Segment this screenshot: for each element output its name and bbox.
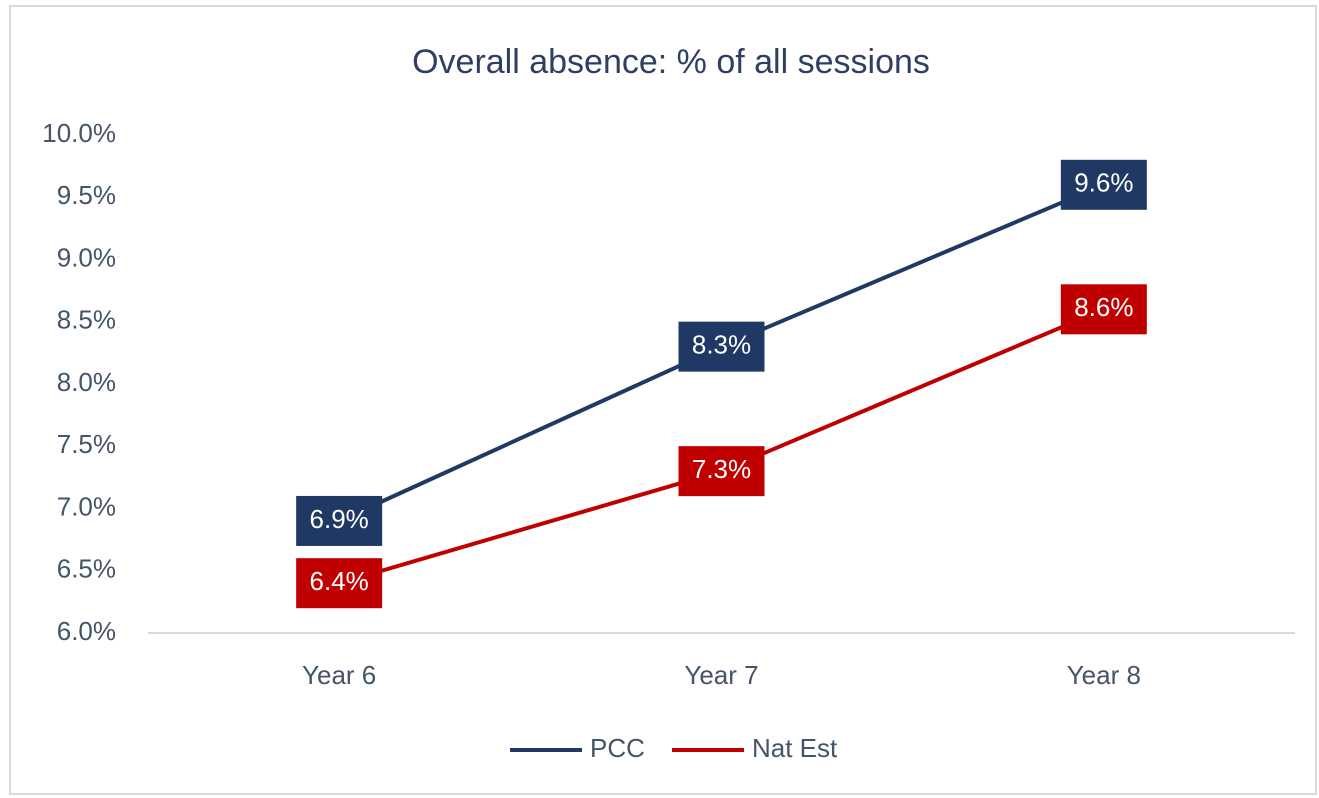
x-tick-label: Year 8 [1067,660,1141,690]
chart-title: Overall absence: % of all sessions [412,43,930,81]
data-label-box [296,558,383,609]
y-tick-label: 10.0% [42,118,116,148]
y-tick-label: 7.0% [57,491,116,521]
y-tick-label: 8.0% [57,367,116,397]
y-tick-label: 8.5% [57,305,116,335]
y-tick-label: 6.5% [57,554,116,584]
data-label-box [678,321,765,372]
legend-label: Nat Est [752,733,838,763]
y-tick-label: 9.0% [57,242,116,272]
data-label-box [1060,159,1147,210]
y-tick-label: 6.0% [57,616,116,646]
x-tick-label: Year 6 [302,660,376,690]
chart-border [9,5,1317,795]
y-tick-label: 7.5% [57,429,116,459]
data-label: 6.9% [310,504,369,534]
data-label: 8.6% [1074,292,1133,322]
data-label: 6.4% [310,566,369,596]
data-label-box [296,495,383,546]
legend-label: PCC [590,733,645,763]
x-tick-label: Year 7 [684,660,758,690]
data-label-box [1060,284,1147,335]
y-tick-label: 9.5% [57,180,116,210]
data-label: 8.3% [692,330,751,360]
data-label: 7.3% [692,454,751,484]
data-label-box [678,446,765,497]
data-label: 9.6% [1074,168,1133,198]
